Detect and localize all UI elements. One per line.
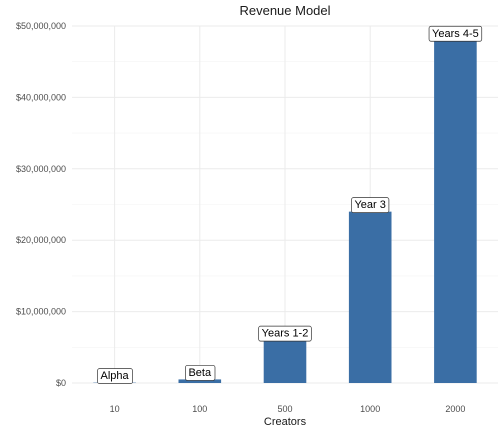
bar-label-2000: Years 4-5 [428,25,483,42]
bar-label-text: Alpha [101,370,130,382]
bar-label-10: Alpha [97,368,133,384]
bar-label-1000: Year 3 [351,197,390,213]
bar-label-box [258,325,312,342]
bar-label-box [185,365,216,381]
x-tick-label: 100 [192,404,207,414]
bar-label-box [97,368,133,384]
y-tick-label: $10,000,000 [16,307,66,317]
x-tick-label: 500 [277,404,292,414]
y-tick-label: $20,000,000 [16,235,66,245]
y-axis-ticks: $0 $10,000,000 $20,000,000 $30,000,000 $40,0… [16,21,66,388]
x-axis-title: Creators [264,416,307,428]
bar-label-500: Years 1-2 [258,325,312,342]
chart-title: Revenue Model [239,3,330,18]
y-tick-label: $30,000,000 [16,164,66,174]
bar-1000 [348,211,392,383]
bar-label-text: Years 1-2 [262,328,309,340]
bar-label-100: Beta [185,365,216,381]
bar-label-text: Years 4-5 [432,28,479,40]
bar-label-box [351,197,390,213]
bars [93,40,477,383]
y-tick-label: $50,000,000 [16,21,66,31]
x-axis-ticks: 10 100 500 1000 2000 [110,404,466,414]
x-tick-label: 1000 [360,404,380,414]
bar-label-box [428,25,483,42]
x-tick-label: 2000 [445,404,465,414]
bar-labels: Alpha Beta Years 1-2 Year 3 Years 4-5 [97,25,483,384]
bar-100 [178,379,222,383]
bar-500 [263,340,307,383]
y-tick-label: $40,000,000 [16,92,66,102]
x-tick-label: 10 [110,404,120,414]
y-tick-label: $0 [56,378,66,388]
bar-label-text: Year 3 [354,199,385,211]
bar-2000 [434,40,477,383]
bar-label-text: Beta [188,367,212,379]
